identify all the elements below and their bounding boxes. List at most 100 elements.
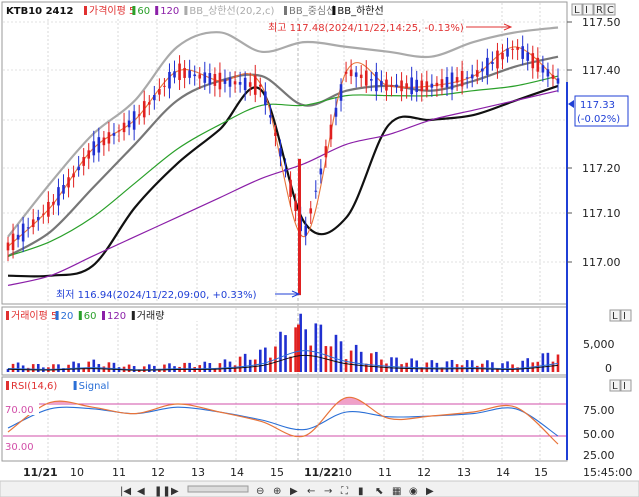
candle-body bbox=[248, 82, 252, 87]
panel-button[interactable] bbox=[620, 309, 632, 322]
legend-label: 60 bbox=[137, 6, 150, 17]
panel-button[interactable] bbox=[571, 3, 583, 16]
volume-ma20-line bbox=[7, 350, 559, 371]
volume-bar bbox=[435, 362, 439, 372]
candle-body bbox=[425, 81, 429, 91]
legend-label: 거래이평 5 bbox=[11, 310, 57, 322]
arrow-left-icon[interactable]: ← bbox=[307, 486, 315, 497]
time-label: 12 bbox=[417, 466, 431, 479]
price-tick: 117.20 bbox=[582, 162, 621, 175]
legend-label: 120 bbox=[160, 6, 179, 17]
panel-button[interactable] bbox=[620, 379, 632, 392]
rsi-tick: 25.00 bbox=[583, 449, 615, 462]
zoom-in-icon[interactable]: ⊕ bbox=[273, 486, 281, 497]
volume-bar bbox=[57, 364, 60, 372]
legend-label: 120 bbox=[107, 311, 126, 322]
volume-bar bbox=[213, 368, 217, 372]
candle-body bbox=[158, 89, 161, 95]
candle-body bbox=[344, 71, 348, 74]
volume-bar bbox=[370, 353, 373, 372]
volume-bar bbox=[334, 334, 338, 372]
panel-button-label: L bbox=[612, 311, 618, 322]
symbol-label: KTB10 2412 bbox=[6, 6, 73, 17]
candle-body bbox=[506, 48, 509, 57]
candle-body bbox=[546, 69, 550, 77]
zoom-slider-icon[interactable] bbox=[187, 485, 249, 493]
bar-chart-icon[interactable]: ▮ bbox=[358, 486, 364, 497]
volume-bar bbox=[87, 361, 91, 372]
pause-icon[interactable]: ❚❚ bbox=[154, 486, 171, 497]
time-label: 11 bbox=[378, 466, 392, 479]
volume-bar bbox=[551, 361, 555, 372]
eye-icon[interactable]: ◉ bbox=[409, 486, 418, 497]
legend-swatch bbox=[131, 311, 135, 320]
candle-body bbox=[486, 57, 489, 76]
candle-body bbox=[470, 74, 474, 79]
zoom-out-icon[interactable]: ⊖ bbox=[256, 486, 264, 497]
candle-body bbox=[501, 52, 504, 60]
circle-play-icon[interactable]: ▶ bbox=[290, 486, 298, 497]
arrow-right-icon[interactable]: → bbox=[324, 486, 332, 497]
panel-button-label: L bbox=[612, 381, 618, 392]
candle-body bbox=[410, 77, 413, 95]
candle-body bbox=[516, 47, 519, 50]
candle-body bbox=[279, 148, 282, 157]
step-back-icon[interactable]: |◀ bbox=[120, 486, 131, 497]
play-icon[interactable]: ▶ bbox=[171, 486, 179, 497]
volume-bar bbox=[486, 360, 489, 372]
candle-body bbox=[475, 70, 479, 77]
legend-swatch bbox=[184, 6, 188, 15]
volume-bar bbox=[339, 341, 343, 372]
volume-bar bbox=[344, 359, 348, 372]
candle-body bbox=[122, 122, 126, 133]
panel-button-label: C bbox=[607, 5, 614, 16]
panel-button[interactable] bbox=[609, 379, 621, 392]
candle-body bbox=[556, 78, 560, 84]
rsi-level-30-box bbox=[3, 440, 39, 452]
candle-body bbox=[42, 213, 45, 215]
bottom-toolbar bbox=[0, 480, 639, 497]
candle-body bbox=[405, 83, 408, 89]
candle-body bbox=[420, 80, 424, 92]
panel-button[interactable] bbox=[609, 309, 621, 322]
panel-button[interactable] bbox=[582, 3, 594, 16]
candle-body bbox=[168, 71, 171, 89]
grid-icon[interactable]: ▦ bbox=[392, 486, 401, 497]
low-annotation-arrowhead bbox=[291, 290, 301, 298]
volume-bar bbox=[52, 364, 55, 372]
volume-bar bbox=[147, 364, 151, 372]
volume-bar bbox=[264, 347, 267, 372]
candle-body bbox=[132, 111, 136, 130]
fullscreen-icon[interactable]: ⛶ bbox=[340, 486, 349, 497]
volume-bar bbox=[163, 364, 166, 372]
candle-body bbox=[284, 169, 287, 172]
volume-bar bbox=[395, 357, 398, 372]
panel-button-label: I bbox=[623, 381, 626, 392]
volume-bar bbox=[183, 362, 186, 372]
time-label: 10 bbox=[338, 466, 352, 479]
low-annotation: 최저 116.94(2024/11/22,09:00, +0.33%) bbox=[56, 289, 257, 301]
scroll-right-icon[interactable]: ▶ bbox=[426, 486, 434, 497]
volume-bar bbox=[127, 364, 131, 372]
legend-label: 20 bbox=[61, 311, 74, 322]
time-label: 14 bbox=[496, 466, 510, 479]
candle-body bbox=[455, 77, 459, 83]
volume-bar bbox=[364, 363, 368, 372]
legend-label: Signal bbox=[79, 381, 110, 392]
candle-body bbox=[142, 101, 146, 118]
legend-swatch bbox=[155, 6, 159, 15]
prev-icon[interactable]: ◀ bbox=[137, 486, 145, 497]
high-annotation-arrowhead bbox=[503, 23, 513, 31]
panel-button[interactable] bbox=[593, 3, 605, 16]
candle-body bbox=[52, 201, 55, 205]
legend-swatch bbox=[284, 6, 287, 15]
candle-body bbox=[238, 82, 242, 85]
candle-body bbox=[102, 137, 106, 146]
current-time-label: 15:45:00 bbox=[583, 466, 632, 479]
legend-label: 가격이평 5 bbox=[89, 4, 135, 17]
panel-button[interactable] bbox=[604, 3, 616, 16]
candle-body bbox=[375, 71, 378, 92]
pin-icon[interactable]: ⬉ bbox=[375, 486, 383, 497]
candle-body bbox=[289, 179, 292, 197]
